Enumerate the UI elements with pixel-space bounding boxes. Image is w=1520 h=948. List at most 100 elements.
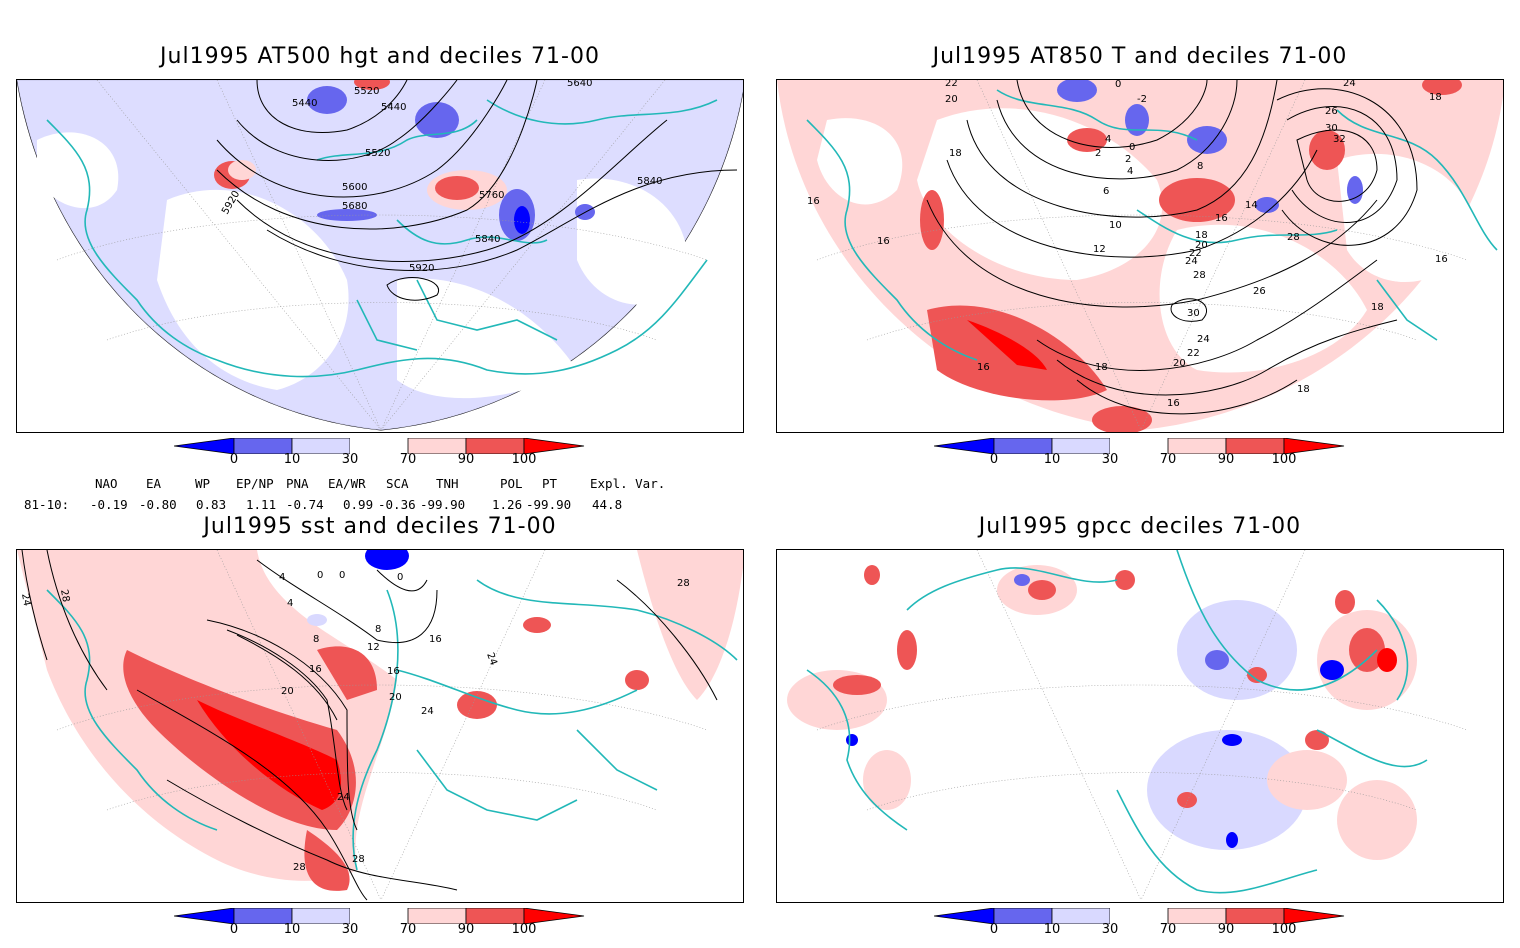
anomaly-blue	[1014, 574, 1030, 586]
colorbar-label: 90	[457, 922, 475, 937]
contour-label: 8	[375, 624, 381, 635]
contour-label: 18	[1095, 362, 1108, 373]
contour-label: 22	[1187, 348, 1200, 359]
colorbar-label: 10	[283, 922, 301, 937]
contour-label: 4	[279, 572, 285, 583]
index-header: Expl. Var.	[590, 476, 666, 491]
contour-label: 12	[1093, 244, 1106, 255]
graticule	[56, 80, 708, 431]
contour-label: 2	[1095, 148, 1101, 159]
colorbar-label: 30	[1101, 922, 1119, 937]
anomaly-red	[833, 675, 881, 695]
anomaly-blue	[1320, 660, 1344, 680]
colorbar-label: 100	[1271, 452, 1297, 467]
contour-label: 24	[1197, 334, 1210, 345]
contour-label: 18	[1371, 302, 1384, 313]
anomaly-blue	[514, 206, 530, 234]
index-header: EA	[146, 476, 162, 491]
index-value: -0.74	[286, 497, 324, 512]
index-header: PT	[542, 476, 558, 491]
panel-title-sst: Jul1995 sst and deciles 71-00	[203, 514, 557, 539]
contour-label: 0	[1115, 80, 1121, 90]
contour-label: 18	[1297, 384, 1310, 395]
contour-labels: 22 20 18 16 16 16 4 2 0 -2 0 2 4 6 8 10 …	[807, 80, 1448, 409]
anomaly-pink	[863, 750, 911, 810]
colorbar-label: 100	[1271, 922, 1297, 937]
contour-label: 5640	[567, 80, 592, 89]
contour-label: 0	[317, 570, 323, 581]
colorbar-label: 10	[1043, 452, 1061, 467]
anomaly-red	[1247, 667, 1267, 683]
anomaly-red	[1335, 590, 1355, 614]
indices-header-row: NAO EA WP EP/NP PNA EA/WR SCA TNH POL PT…	[0, 476, 740, 492]
colorbar-label: 30	[1101, 452, 1119, 467]
anomaly-red	[1177, 792, 1197, 808]
contour-label: 2	[1125, 154, 1131, 165]
contour-label: 28	[293, 862, 306, 873]
anomaly-white-region	[1159, 224, 1367, 373]
map-gpcc	[776, 549, 1504, 903]
contour-label: 22	[945, 80, 958, 89]
contour-label: 8	[313, 634, 319, 645]
contour-label: 30	[1325, 123, 1338, 134]
anomaly-red	[1305, 730, 1329, 750]
contour-label: 20	[1173, 358, 1186, 369]
anomaly-blue	[1255, 197, 1279, 213]
anomaly-red	[1067, 128, 1107, 152]
map-at850: 22 20 18 16 16 16 4 2 0 -2 0 2 4 6 8 10 …	[776, 79, 1504, 433]
anomaly-pink	[637, 550, 743, 700]
coastlines	[806, 550, 1428, 894]
colorbar-label: 30	[341, 922, 359, 937]
anomaly-white-region	[397, 278, 577, 399]
colorbar-bar	[173, 907, 585, 925]
colorbar-label: 30	[341, 452, 359, 467]
anomaly-blue	[307, 86, 347, 114]
contour-label: 14	[1245, 200, 1258, 211]
contour-label: 24	[1343, 80, 1356, 89]
anomaly-white-region	[37, 132, 119, 209]
colorbar-bar	[173, 437, 585, 455]
anomaly-red	[1377, 648, 1397, 672]
index-value: 44.8	[592, 497, 623, 512]
contour-label: 10	[1109, 220, 1122, 231]
anomaly-red	[1092, 406, 1152, 432]
anomaly-white-region	[817, 118, 903, 205]
index-value: -99.90	[420, 497, 466, 512]
contour-label: 6	[1103, 186, 1109, 197]
index-header: EA/WR	[328, 476, 366, 491]
contour-label: 24	[484, 651, 499, 667]
anomaly-red	[457, 691, 497, 719]
index-header: EP/NP	[236, 476, 274, 491]
index-value: 0.99	[343, 497, 374, 512]
colorbar-label: 10	[283, 452, 301, 467]
contour-label: 18	[1429, 92, 1442, 103]
indices-value-row: 81-10: -0.19 -0.80 0.83 1.11 -0.74 0.99 …	[0, 497, 740, 513]
index-header: WP	[195, 476, 211, 491]
anomaly-blue	[1057, 80, 1097, 102]
contour-label: 16	[877, 236, 890, 247]
panel-title-at850: Jul1995 AT850 T and deciles 71-00	[932, 44, 1348, 69]
anomaly-red	[197, 700, 342, 810]
contour-labels: 24 28 4 0 0 0 4 8 8 12 16 16 16 20 20 24…	[19, 570, 690, 873]
contour-label: 22	[1189, 248, 1202, 259]
contour-label: 16	[1167, 398, 1180, 409]
contour-label: 5680	[342, 201, 367, 212]
colorbar-label: 70	[399, 452, 417, 467]
coastlines	[806, 89, 1498, 361]
index-row-label: 81-10:	[24, 497, 70, 512]
anomaly-red	[1309, 130, 1345, 170]
contour-label: 0	[397, 572, 403, 583]
anomaly-white-region	[157, 189, 349, 390]
index-value: 0.83	[196, 497, 227, 512]
anomaly-red	[1115, 570, 1135, 590]
contour-label: 30	[1187, 308, 1200, 319]
contour-label: 24	[1185, 256, 1198, 267]
anomaly-red	[523, 617, 551, 633]
contour-label: 32	[1333, 134, 1346, 145]
contour-label: 28	[352, 854, 365, 865]
contour-label: 28	[1287, 232, 1300, 243]
index-value: -99.90	[526, 497, 572, 512]
index-header: TNH	[436, 476, 459, 491]
anomaly-blue	[1226, 832, 1238, 848]
colorbar-label: 100	[511, 452, 537, 467]
